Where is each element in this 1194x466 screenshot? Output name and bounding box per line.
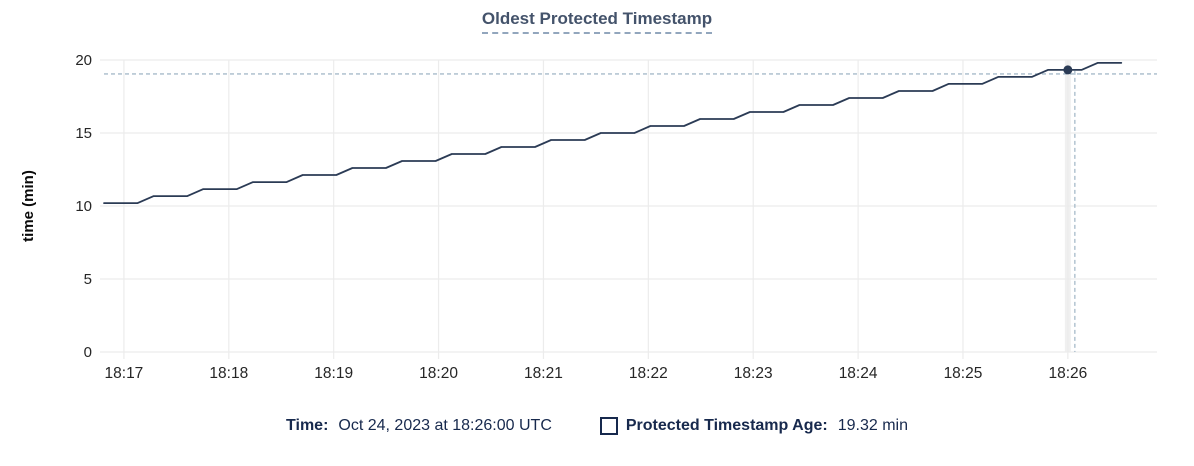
x-tick-label: 18:24 [839,365,878,382]
x-tick-label: 18:25 [944,365,983,382]
grid-layer [100,59,1157,359]
footer-series-label: Protected Timestamp Age: [625,417,828,434]
x-tick-label: 18:22 [629,365,668,382]
series-layer [103,62,1123,204]
footer-time-label: Time: [286,417,329,434]
y-axis-title: time (min) [20,170,37,242]
x-tick-label: 18:23 [734,365,773,382]
x-tick-label: 18:20 [419,365,458,382]
x-tick-label: 18:18 [209,365,248,382]
x-tick-label: 18:19 [314,365,353,382]
chart-title-row: Oldest Protected Timestamp [0,9,1194,34]
chart-plot-area[interactable]: 0 5 10 15 20 18:17 18:18 18:19 18:20 18:21 18:22 18… [0,0,1194,400]
x-tick-label: 18:21 [524,365,563,382]
footer-time-value: Oct 24, 2023 at 18:26:00 UTC [338,417,552,434]
y-tick-label: 10 [75,198,92,215]
x-tick-label: 18:26 [1048,365,1087,382]
y-tick-label: 20 [75,52,92,69]
axis-labels-layer: 0 5 10 15 20 18:17 18:18 18:19 18:20 18:21 18:22 18… [20,52,1087,382]
y-tick-label: 0 [84,344,92,361]
crosshair-layer [104,70,1157,352]
chart-title[interactable]: Oldest Protected Timestamp [481,9,713,34]
hover-marker [1063,65,1073,75]
x-tick-label: 18:17 [105,365,144,382]
y-tick-label: 15 [75,125,92,142]
hover-readout: Time: Oct 24, 2023 at 18:26:00 UTC Prote… [0,417,1194,435]
footer-series-value: 19.32 min [837,417,908,434]
legend-swatch-icon [599,417,618,435]
hover-marker-layer [1063,65,1073,75]
series-line [103,62,1123,204]
y-tick-label: 5 [84,271,92,288]
